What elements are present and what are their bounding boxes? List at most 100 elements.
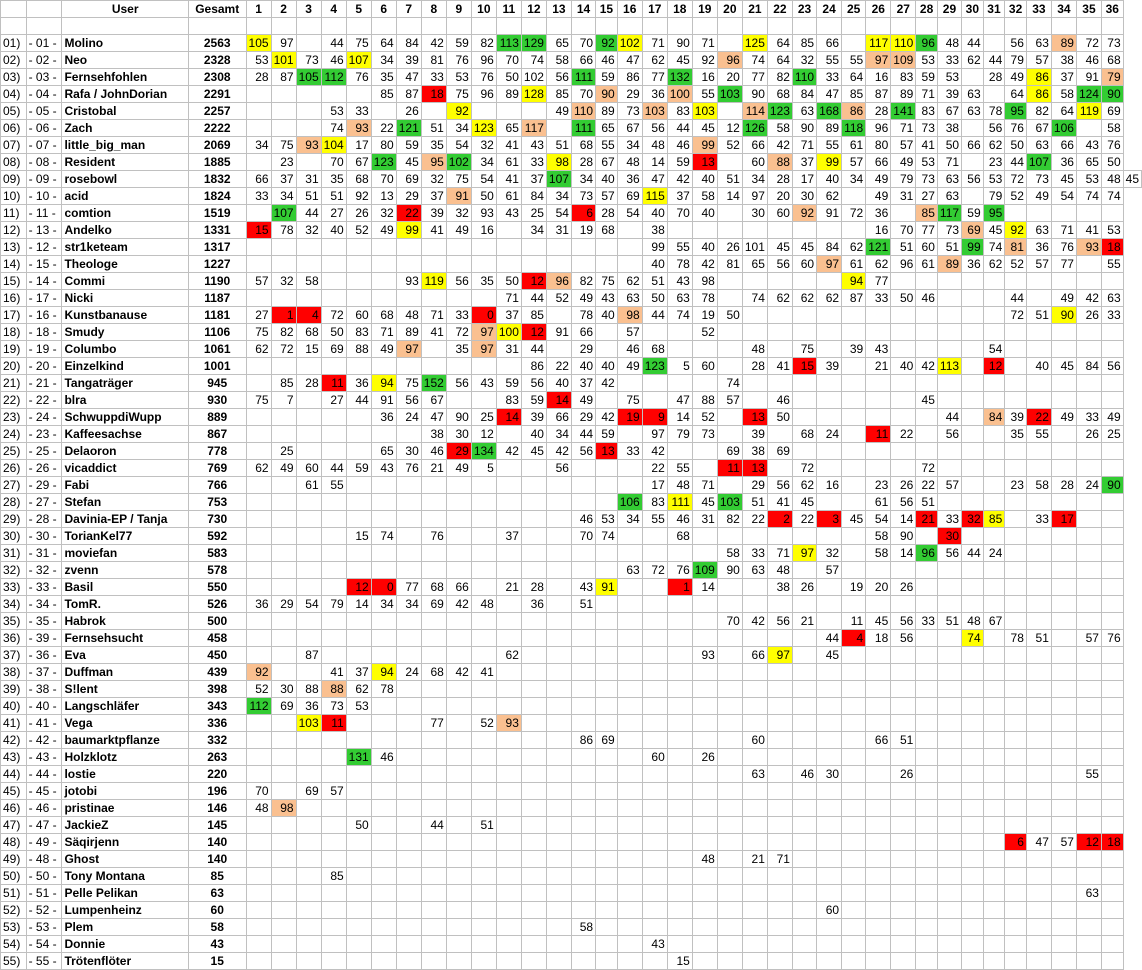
score-cell[interactable] bbox=[741, 714, 768, 732]
empty-cell[interactable] bbox=[495, 17, 522, 35]
user-name-cell[interactable]: str1keteam bbox=[61, 238, 189, 256]
total-score-cell[interactable]: 146 bbox=[187, 799, 247, 817]
score-cell[interactable]: 71 bbox=[1050, 221, 1077, 239]
score-cell[interactable] bbox=[1100, 578, 1124, 596]
score-cell[interactable]: 97 bbox=[470, 340, 497, 358]
score-cell[interactable] bbox=[816, 527, 843, 545]
score-cell[interactable]: 67 bbox=[982, 612, 1006, 630]
score-cell[interactable] bbox=[890, 799, 917, 817]
score-cell[interactable] bbox=[470, 782, 497, 800]
score-cell[interactable]: 109 bbox=[691, 561, 718, 579]
score-cell[interactable]: 59 bbox=[595, 425, 618, 443]
score-cell[interactable] bbox=[1025, 918, 1052, 936]
score-cell[interactable] bbox=[1050, 765, 1077, 783]
score-cell[interactable] bbox=[1004, 663, 1027, 681]
score-cell[interactable] bbox=[1100, 323, 1124, 341]
score-cell[interactable] bbox=[816, 884, 843, 902]
score-cell[interactable] bbox=[1075, 918, 1102, 936]
score-cell[interactable]: 114 bbox=[741, 102, 768, 120]
score-cell[interactable] bbox=[982, 731, 1006, 749]
score-cell[interactable] bbox=[245, 357, 272, 375]
score-cell[interactable]: 101 bbox=[270, 51, 297, 69]
score-cell[interactable] bbox=[791, 867, 818, 885]
rank-cell[interactable]: 39) bbox=[0, 680, 27, 698]
score-cell[interactable] bbox=[420, 493, 447, 511]
previous-rank-cell[interactable]: - 34 - bbox=[25, 595, 63, 613]
score-cell[interactable] bbox=[1050, 952, 1077, 970]
score-cell[interactable]: 90 bbox=[445, 408, 472, 426]
score-cell[interactable]: 37 bbox=[791, 153, 818, 171]
score-cell[interactable] bbox=[961, 850, 984, 868]
user-name-cell[interactable]: moviefan bbox=[61, 544, 189, 562]
score-cell[interactable] bbox=[741, 935, 768, 953]
score-cell[interactable]: 42 bbox=[495, 442, 522, 460]
score-cell[interactable] bbox=[691, 867, 718, 885]
score-cell[interactable] bbox=[520, 476, 547, 494]
score-cell[interactable]: 69 bbox=[420, 595, 447, 613]
score-cell[interactable]: 46 bbox=[370, 748, 397, 766]
score-cell[interactable] bbox=[1025, 850, 1052, 868]
empty-cell[interactable] bbox=[470, 17, 497, 35]
score-cell[interactable] bbox=[595, 799, 618, 817]
score-cell[interactable]: 26 bbox=[345, 204, 372, 222]
score-cell[interactable] bbox=[915, 765, 938, 783]
score-cell[interactable]: 58 bbox=[865, 544, 892, 562]
score-cell[interactable]: 78 bbox=[691, 289, 718, 307]
score-cell[interactable]: 56 bbox=[520, 374, 547, 392]
round-header[interactable]: 22 bbox=[766, 0, 793, 18]
score-cell[interactable]: 93 bbox=[395, 272, 422, 290]
score-cell[interactable] bbox=[520, 799, 547, 817]
previous-rank-cell[interactable]: - 45 - bbox=[25, 782, 63, 800]
score-cell[interactable] bbox=[716, 680, 743, 698]
score-cell[interactable]: 34 bbox=[570, 170, 597, 188]
score-cell[interactable] bbox=[545, 663, 572, 681]
score-cell[interactable]: 49 bbox=[370, 221, 397, 239]
rank-cell[interactable]: 22) bbox=[0, 391, 27, 409]
score-cell[interactable]: 66 bbox=[816, 34, 843, 52]
score-cell[interactable]: 37 bbox=[1050, 68, 1077, 86]
score-cell[interactable]: 40 bbox=[595, 306, 618, 324]
score-cell[interactable] bbox=[641, 765, 668, 783]
rank-cell[interactable]: 26) bbox=[0, 459, 27, 477]
score-cell[interactable]: 83 bbox=[915, 102, 938, 120]
score-cell[interactable] bbox=[545, 799, 572, 817]
score-cell[interactable]: 30 bbox=[741, 204, 768, 222]
score-cell[interactable] bbox=[1025, 323, 1052, 341]
score-cell[interactable]: 34 bbox=[395, 595, 422, 613]
score-cell[interactable]: 28 bbox=[741, 357, 768, 375]
score-cell[interactable] bbox=[1004, 918, 1027, 936]
score-cell[interactable]: 44 bbox=[816, 629, 843, 647]
score-cell[interactable]: 14 bbox=[641, 153, 668, 171]
user-name-cell[interactable]: Theologe bbox=[61, 255, 189, 273]
score-cell[interactable] bbox=[1025, 527, 1052, 545]
score-cell[interactable] bbox=[320, 952, 347, 970]
score-cell[interactable] bbox=[420, 680, 447, 698]
score-cell[interactable]: 47 bbox=[666, 391, 693, 409]
score-cell[interactable]: 44 bbox=[641, 306, 668, 324]
rank-cell[interactable]: 24) bbox=[0, 425, 27, 443]
score-cell[interactable] bbox=[936, 782, 963, 800]
score-cell[interactable]: 107 bbox=[270, 204, 297, 222]
score-cell[interactable]: 74 bbox=[520, 51, 547, 69]
score-cell[interactable]: 66 bbox=[570, 323, 597, 341]
score-cell[interactable] bbox=[495, 799, 522, 817]
score-cell[interactable] bbox=[766, 527, 793, 545]
user-name-cell[interactable]: Säqirjenn bbox=[61, 833, 189, 851]
score-cell[interactable] bbox=[865, 646, 892, 664]
score-cell[interactable] bbox=[890, 459, 917, 477]
empty-cell[interactable] bbox=[245, 17, 272, 35]
score-cell[interactable] bbox=[320, 272, 347, 290]
score-cell[interactable]: 46 bbox=[1075, 51, 1102, 69]
score-cell[interactable]: 85 bbox=[841, 85, 867, 103]
score-cell[interactable] bbox=[1004, 799, 1027, 817]
score-cell[interactable]: 123 bbox=[766, 102, 793, 120]
score-cell[interactable] bbox=[1075, 612, 1102, 630]
score-cell[interactable]: 61 bbox=[495, 153, 522, 171]
score-cell[interactable]: 124 bbox=[1075, 85, 1102, 103]
empty-cell[interactable] bbox=[420, 17, 447, 35]
score-cell[interactable] bbox=[936, 867, 963, 885]
score-cell[interactable] bbox=[395, 782, 422, 800]
score-cell[interactable] bbox=[982, 799, 1006, 817]
rank-cell[interactable]: 36) bbox=[0, 629, 27, 647]
score-cell[interactable] bbox=[816, 833, 843, 851]
